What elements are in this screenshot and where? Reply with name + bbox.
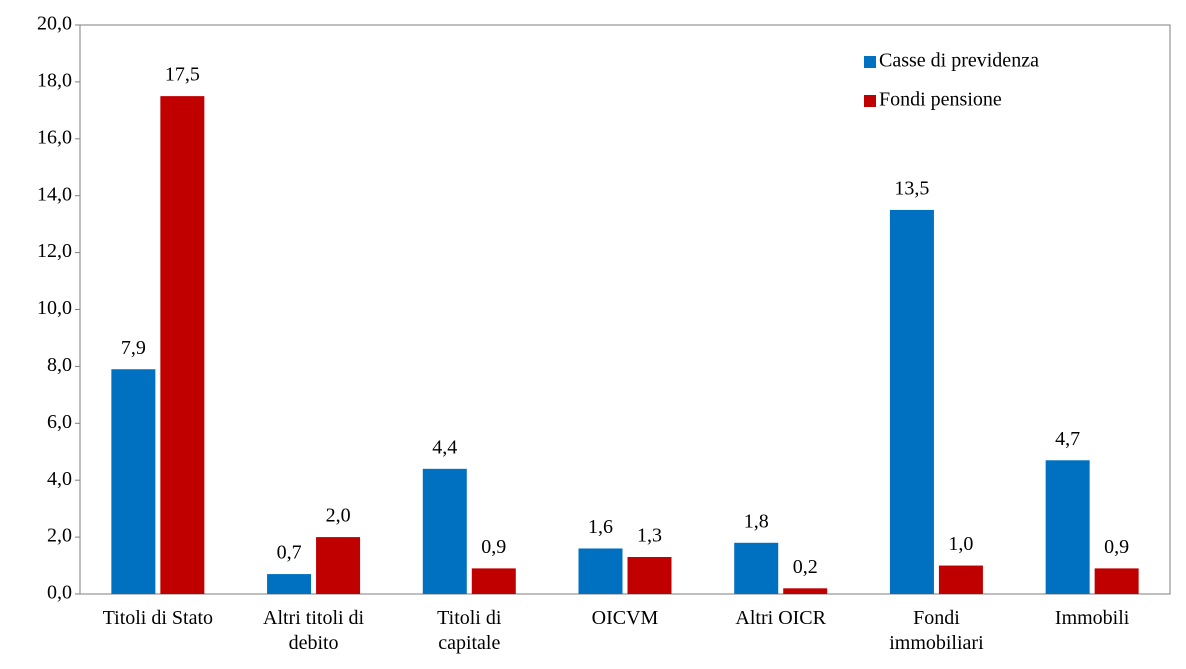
y-tick-label: 6,0	[47, 411, 72, 433]
y-tick-label: 8,0	[47, 354, 72, 376]
bar	[422, 468, 467, 594]
plot-frame	[79, 24, 1171, 595]
bar	[1094, 568, 1139, 594]
data-label: 0,9	[481, 536, 506, 558]
bar	[627, 557, 672, 594]
x-tick-label: Altri OICR	[735, 607, 826, 629]
data-label: 17,5	[165, 64, 200, 86]
y-tick-label: 18,0	[37, 69, 72, 91]
bar	[734, 542, 779, 594]
x-tick-label: Altri titoli di debito	[263, 607, 365, 654]
x-tick-label: Fondi immobiliari	[889, 607, 984, 654]
bar	[267, 574, 312, 594]
y-tick-label: 4,0	[47, 468, 72, 490]
y-tick-label: 20,0	[37, 13, 72, 35]
legend-swatch	[864, 56, 876, 68]
data-label: 0,9	[1104, 536, 1129, 558]
bar	[316, 537, 361, 594]
y-tick-label: 10,0	[37, 297, 72, 319]
y-tick-label: 0,0	[47, 582, 72, 604]
bar	[889, 209, 934, 595]
bar	[783, 588, 828, 594]
data-label: 4,4	[432, 436, 457, 458]
data-label: 4,7	[1055, 428, 1080, 450]
x-tick-label: Titoli di Stato	[102, 607, 214, 629]
legend-swatch	[864, 95, 876, 107]
bar	[111, 369, 156, 594]
x-tick-label: Immobili	[1054, 607, 1130, 629]
x-tick-label: OICVM	[591, 607, 659, 629]
data-label: 1,6	[588, 516, 613, 538]
y-tick-label: 2,0	[47, 525, 72, 547]
data-label: 1,8	[744, 510, 769, 532]
y-tick-label: 14,0	[37, 183, 72, 205]
bar	[938, 565, 983, 594]
bar	[1045, 460, 1090, 594]
bar	[160, 96, 205, 594]
legend-label: Casse di previdenza	[879, 50, 1039, 72]
data-label: 7,9	[121, 337, 146, 359]
y-tick-label: 16,0	[37, 126, 72, 148]
bar	[471, 568, 516, 594]
data-label: 1,0	[948, 533, 973, 555]
y-tick-label: 12,0	[37, 240, 72, 262]
data-label: 0,7	[277, 542, 302, 564]
bar	[578, 548, 623, 594]
data-label: 1,3	[637, 525, 662, 547]
x-tick-label: Titoli di capitale	[437, 607, 502, 654]
data-label: 0,2	[793, 556, 818, 578]
data-label: 2,0	[326, 505, 351, 527]
data-label: 13,5	[894, 178, 929, 200]
legend-label: Fondi pensione	[879, 89, 1002, 111]
